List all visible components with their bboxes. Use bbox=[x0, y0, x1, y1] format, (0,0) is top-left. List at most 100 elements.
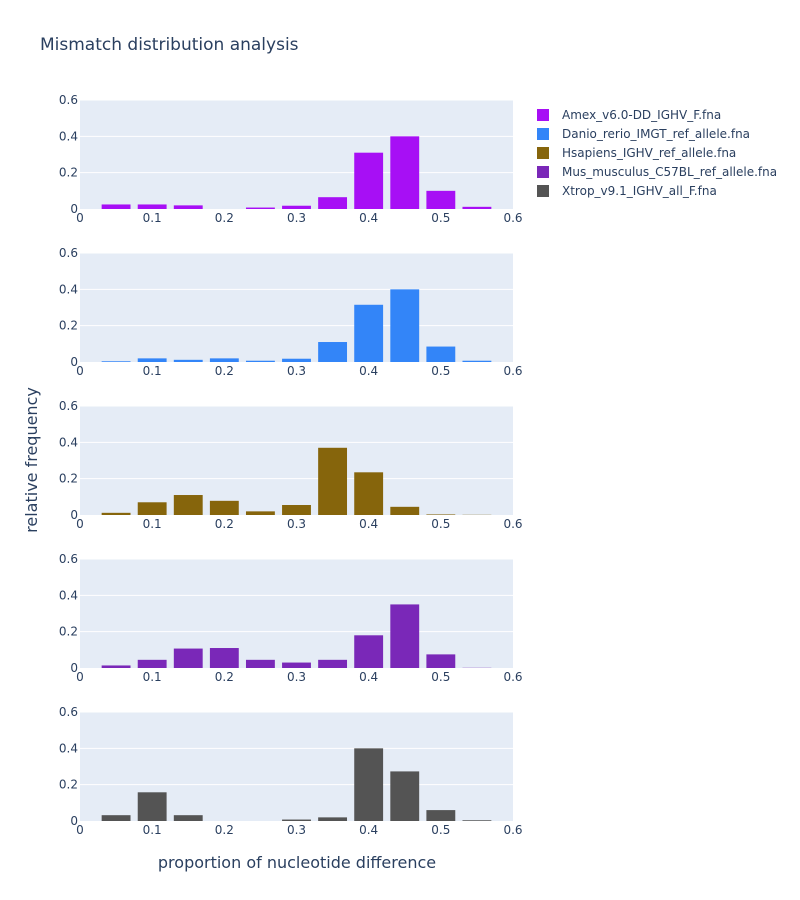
bar[interactable] bbox=[173, 648, 203, 668]
y-tick-label: 0.2 bbox=[59, 778, 78, 792]
bar[interactable] bbox=[173, 359, 203, 362]
bar[interactable] bbox=[137, 659, 167, 668]
x-tick-label: 0.4 bbox=[359, 211, 378, 225]
x-tick-label: 0.5 bbox=[431, 211, 450, 225]
bar[interactable] bbox=[101, 361, 131, 362]
y-tick-label: 0.2 bbox=[59, 472, 78, 486]
y-tick-label: 0 bbox=[70, 202, 78, 216]
x-tick-label: 0.4 bbox=[359, 364, 378, 378]
x-tick-label: 0.5 bbox=[431, 364, 450, 378]
x-tick-label: 0.2 bbox=[215, 670, 234, 684]
bar[interactable] bbox=[462, 360, 492, 362]
y-tick-label: 0.2 bbox=[59, 319, 78, 333]
bar[interactable] bbox=[101, 204, 131, 209]
x-tick-label: 0.6 bbox=[503, 823, 522, 837]
bar[interactable] bbox=[245, 511, 275, 515]
x-tick-label: 0.4 bbox=[359, 517, 378, 531]
x-tick-label: 0.3 bbox=[287, 364, 306, 378]
x-tick-label: 0.1 bbox=[143, 517, 162, 531]
x-tick-label: 0.1 bbox=[143, 364, 162, 378]
bar[interactable] bbox=[318, 447, 348, 515]
legend-item[interactable]: Xtrop_v9.1_IGHV_all_F.fna bbox=[537, 184, 717, 198]
panel-2: 0 0.2 0.4 0.6 0 0.1 0.2 0.3 0.4 0.5 0.6 bbox=[59, 246, 523, 378]
plot-background bbox=[80, 559, 513, 668]
bar[interactable] bbox=[101, 815, 131, 821]
plot-background bbox=[80, 253, 513, 362]
legend-label: Danio_rerio_IMGT_ref_allele.fna bbox=[562, 127, 750, 141]
bar[interactable] bbox=[426, 190, 456, 209]
bar[interactable] bbox=[318, 197, 348, 209]
bar[interactable] bbox=[426, 346, 456, 362]
y-tick-label: 0 bbox=[70, 661, 78, 675]
chart-title: Mismatch distribution analysis bbox=[40, 35, 299, 55]
bar[interactable] bbox=[173, 205, 203, 209]
legend-label: Hsapiens_IGHV_ref_allele.fna bbox=[562, 146, 736, 160]
y-tick-label: 0.6 bbox=[59, 705, 78, 719]
bar[interactable] bbox=[137, 502, 167, 515]
bar[interactable] bbox=[354, 304, 384, 362]
bar[interactable] bbox=[354, 152, 384, 209]
bar[interactable] bbox=[390, 506, 420, 515]
bar[interactable] bbox=[245, 659, 275, 668]
x-tick-label: 0.5 bbox=[431, 823, 450, 837]
plot-background bbox=[80, 406, 513, 515]
bar[interactable] bbox=[209, 500, 239, 515]
bar[interactable] bbox=[354, 472, 384, 515]
x-tick-label: 0.2 bbox=[215, 364, 234, 378]
y-tick-label: 0.4 bbox=[59, 282, 78, 296]
bar[interactable] bbox=[282, 662, 311, 668]
legend-swatch bbox=[537, 109, 549, 121]
bar[interactable] bbox=[137, 792, 167, 821]
bar[interactable] bbox=[101, 665, 131, 668]
bar[interactable] bbox=[282, 505, 311, 515]
panel-4: 0 0.2 0.4 0.6 0 0.1 0.2 0.3 0.4 0.5 0.6 bbox=[59, 552, 523, 684]
y-tick-label: 0.4 bbox=[59, 129, 78, 143]
x-tick-label: 0.6 bbox=[503, 670, 522, 684]
x-tick-label: 0 bbox=[76, 364, 84, 378]
bar[interactable] bbox=[354, 635, 384, 668]
x-tick-label: 0.5 bbox=[431, 670, 450, 684]
bar[interactable] bbox=[462, 820, 492, 821]
x-tick-label: 0 bbox=[76, 211, 84, 225]
bar[interactable] bbox=[282, 819, 311, 821]
bar[interactable] bbox=[173, 815, 203, 821]
legend-item[interactable]: Hsapiens_IGHV_ref_allele.fna bbox=[537, 146, 736, 160]
bar[interactable] bbox=[390, 136, 420, 209]
bar[interactable] bbox=[390, 289, 420, 362]
x-tick-label: 0 bbox=[76, 823, 84, 837]
panel-5: 0 0.2 0.4 0.6 0 0.1 0.2 0.3 0.4 0.5 0.6 bbox=[59, 705, 523, 837]
bar[interactable] bbox=[318, 817, 348, 821]
bar[interactable] bbox=[282, 205, 311, 209]
bar[interactable] bbox=[209, 648, 239, 668]
bar[interactable] bbox=[318, 342, 348, 362]
bar[interactable] bbox=[318, 659, 348, 668]
bar[interactable] bbox=[245, 207, 275, 209]
bar[interactable] bbox=[137, 204, 167, 209]
bar[interactable] bbox=[390, 604, 420, 668]
x-tick-label: 0.4 bbox=[359, 823, 378, 837]
bar[interactable] bbox=[209, 358, 239, 362]
x-tick-label: 0.1 bbox=[143, 670, 162, 684]
x-tick-label: 0.6 bbox=[503, 517, 522, 531]
legend-item[interactable]: Danio_rerio_IMGT_ref_allele.fna bbox=[537, 127, 750, 141]
bar[interactable] bbox=[426, 514, 456, 515]
bar[interactable] bbox=[101, 512, 131, 515]
legend-item[interactable]: Mus_musculus_C57BL_ref_allele.fna bbox=[537, 165, 777, 179]
bar[interactable] bbox=[137, 358, 167, 362]
y-tick-label: 0.2 bbox=[59, 625, 78, 639]
legend-item[interactable]: Amex_v6.0-DD_IGHV_F.fna bbox=[537, 108, 721, 122]
bar[interactable] bbox=[354, 748, 384, 821]
y-tick-label: 0.4 bbox=[59, 741, 78, 755]
bar[interactable] bbox=[390, 771, 420, 821]
legend[interactable]: Amex_v6.0-DD_IGHV_F.fna Danio_rerio_IMGT_… bbox=[537, 108, 777, 198]
y-tick-label: 0.6 bbox=[59, 399, 78, 413]
bar[interactable] bbox=[426, 810, 456, 821]
bar[interactable] bbox=[245, 360, 275, 362]
bar[interactable] bbox=[282, 358, 311, 362]
bar[interactable] bbox=[462, 206, 492, 209]
bar[interactable] bbox=[173, 495, 203, 515]
x-tick-label: 0.3 bbox=[287, 517, 306, 531]
x-tick-label: 0 bbox=[76, 517, 84, 531]
bar[interactable] bbox=[426, 654, 456, 668]
legend-label: Xtrop_v9.1_IGHV_all_F.fna bbox=[562, 184, 717, 198]
